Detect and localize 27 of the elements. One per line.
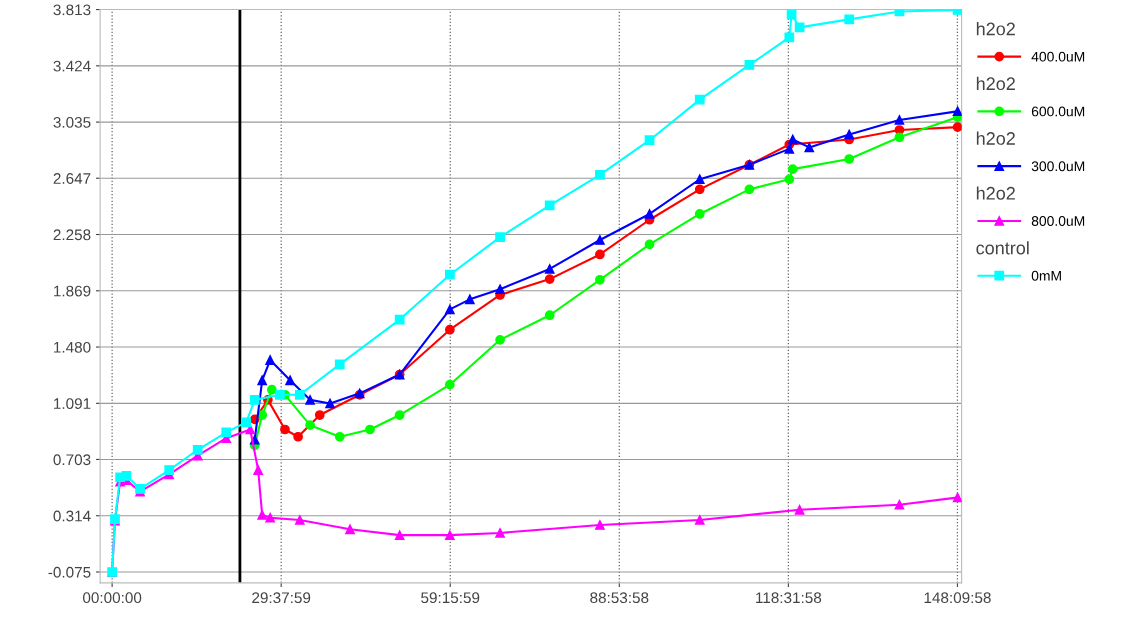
y-tick-label: 2.258 [53, 229, 91, 241]
x-tick-label: 88:53:58 [590, 592, 649, 604]
y-tick-label: 2.647 [53, 173, 91, 184]
text: h2o2 [976, 22, 1015, 36]
y-tick-label: -0.075 [48, 566, 91, 578]
x-tick-label: 29:37:59 [252, 592, 311, 604]
y-tick-label: 1.480 [54, 341, 91, 353]
y-tick-label: 1.091 [54, 398, 91, 410]
legend-label: 300.0uM [1031, 161, 1085, 172]
y-tick-label: 3.424 [53, 60, 91, 72]
legend-label: 800.0uM [1031, 216, 1085, 226]
y-tick-label: 3.035 [53, 116, 91, 128]
x-tick-label: 148:09:58 [924, 592, 991, 604]
text: h2o2 [976, 131, 1015, 145]
x-tick-label: 118:31:58 [756, 592, 822, 604]
y-tick-label: 3.813 [53, 4, 91, 16]
text: control [976, 241, 1029, 255]
legend-label: 400.0uM [1031, 51, 1085, 62]
y-tick-label: 0.314 [53, 510, 91, 522]
legend-label: 0mM [1031, 270, 1061, 281]
x-tick-label: 59:15:59 [421, 592, 480, 604]
legend-label: 600.0uM [1031, 106, 1085, 117]
text: h2o2 [976, 186, 1015, 200]
text: h2o2 [976, 76, 1015, 91]
y-tick-label: 1.869 [54, 285, 91, 297]
x-tick-label: 00:00:00 [82, 592, 142, 604]
y-tick-label: 0.703 [53, 454, 91, 466]
